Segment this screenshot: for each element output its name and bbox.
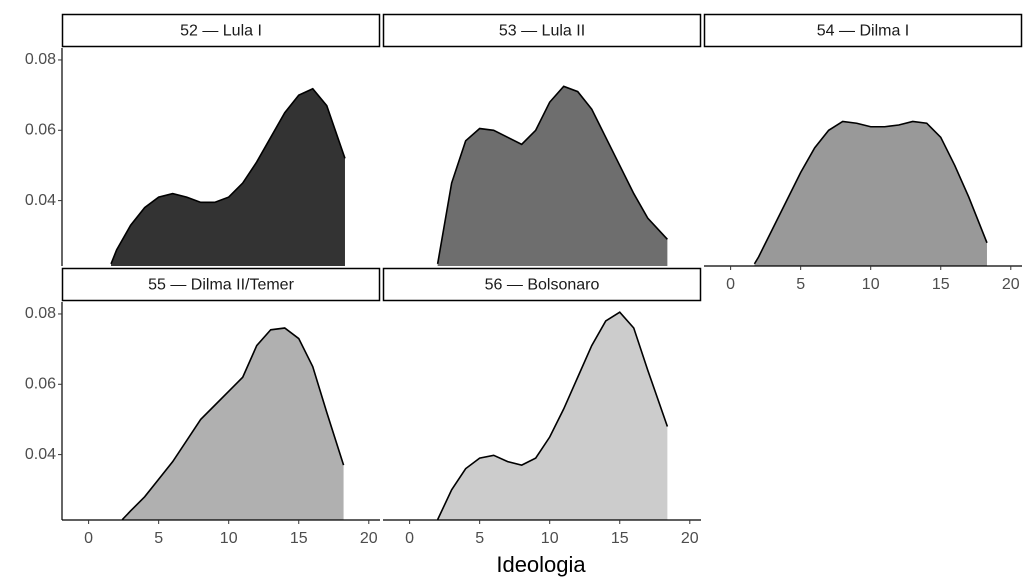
y-tick-label: 0.08 <box>25 305 56 322</box>
facet-title: 52 — Lula I <box>180 23 262 40</box>
panel <box>753 120 988 266</box>
facet-title: 56 — Bolsonaro <box>485 277 600 294</box>
x-tick-label: 10 <box>220 530 238 547</box>
panel <box>436 85 668 266</box>
x-tick-label: 0 <box>405 530 414 547</box>
x-tick-label: 5 <box>475 530 484 547</box>
density-area <box>437 312 668 520</box>
x-tick-label: 5 <box>154 530 163 547</box>
facet-title: 54 — Dilma I <box>817 23 909 40</box>
facet-strip <box>382 13 702 48</box>
x-tick-label: 5 <box>796 276 805 293</box>
x-tick-label: 10 <box>862 276 880 293</box>
facet-strip <box>703 13 1023 48</box>
density-area <box>111 88 345 266</box>
y-tick-label: 0.08 <box>25 51 56 68</box>
x-axis-label: Ideologia <box>496 552 586 577</box>
y-tick-label: 0.04 <box>25 192 56 209</box>
x-tick-label: 0 <box>84 530 93 547</box>
panel <box>436 311 669 520</box>
y-tick-label: 0.04 <box>25 446 56 463</box>
panel <box>110 87 346 266</box>
y-tick-label: 0.06 <box>25 121 56 138</box>
facet-strip <box>61 13 381 48</box>
x-tick-label: 15 <box>290 530 308 547</box>
density-line <box>436 311 669 520</box>
panel <box>121 327 345 520</box>
y-tick-label: 0.06 <box>25 375 56 392</box>
density-area <box>122 328 344 520</box>
facet-strip <box>382 267 702 302</box>
x-tick-label: 20 <box>681 530 699 547</box>
facet-title: 55 — Dilma II/Temer <box>148 277 294 294</box>
x-tick-label: 15 <box>932 276 950 293</box>
x-tick-label: 20 <box>1002 276 1020 293</box>
density-line <box>753 120 988 265</box>
facet-title: 53 — Lula II <box>499 23 585 40</box>
density-line <box>110 87 346 265</box>
x-tick-label: 20 <box>360 530 378 547</box>
x-tick-label: 10 <box>541 530 559 547</box>
density-area <box>437 86 668 266</box>
density-area <box>754 121 987 266</box>
x-tick-label: 0 <box>726 276 735 293</box>
facet-strip <box>61 267 381 302</box>
x-tick-label: 15 <box>611 530 629 547</box>
density-line <box>436 85 668 265</box>
density-line <box>121 327 345 520</box>
